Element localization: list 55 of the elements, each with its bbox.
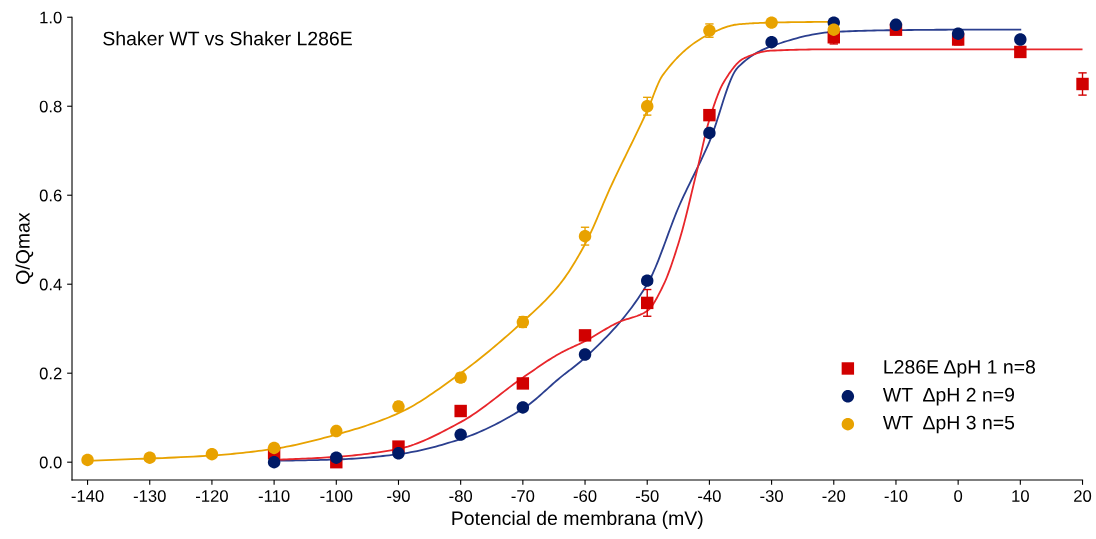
x-tick-label: -50: [635, 490, 659, 502]
x-tick-label: 10: [1012, 490, 1029, 502]
point: [330, 451, 343, 464]
text: Shaker WT vs Shaker L286E: [103, 31, 352, 46]
point: [454, 404, 467, 418]
y-axis-title: Q/Qmax: [15, 212, 34, 284]
point: [392, 447, 405, 460]
legend-label: L286E ΔpH 1 n=8: [884, 360, 1036, 378]
point: [205, 447, 219, 461]
point: [703, 108, 716, 122]
x-tick-label: -90: [387, 490, 410, 502]
x-tick-label: -130: [133, 490, 166, 502]
point: [765, 16, 778, 29]
x-tick-label: -70: [511, 490, 535, 502]
point: [267, 455, 281, 469]
point: [578, 348, 592, 361]
point: [454, 428, 467, 441]
x-tick-label: 0: [954, 490, 963, 502]
x-tick-label: -30: [760, 490, 783, 502]
point: [641, 274, 654, 287]
legend-label: WT ΔpH 3 n=5: [882, 415, 1015, 434]
point: [1076, 77, 1089, 91]
x-tick-label: -120: [195, 490, 228, 502]
point: [1014, 45, 1027, 59]
point: [330, 424, 343, 438]
x-tick-label: 20: [1074, 490, 1092, 502]
point: [641, 296, 654, 310]
y-tick-label: 0.8: [39, 100, 62, 113]
x-tick-label: -110: [258, 490, 290, 502]
legend-label: WT ΔpH 2 n=9: [882, 387, 1014, 406]
y-tick-label: 0.6: [39, 189, 62, 202]
point: [765, 35, 778, 49]
point: [516, 377, 530, 390]
y-tick-label: 0.2: [39, 367, 62, 380]
point: [578, 329, 592, 342]
point: [1014, 33, 1027, 46]
x-tick-label: -40: [698, 490, 721, 502]
point: [143, 451, 156, 464]
point: [267, 441, 281, 455]
y-tick-label: 0.0: [39, 456, 62, 469]
x-tick-label: -100: [320, 490, 353, 502]
x-tick-label: -10: [884, 490, 908, 502]
x-tick-label: -20: [822, 490, 846, 502]
point: [81, 453, 94, 467]
y-tick-label: 1.0: [40, 11, 62, 24]
x-tick-label: -140: [71, 490, 104, 502]
point: [951, 27, 965, 40]
x-tick-label: -60: [573, 490, 597, 502]
point: [827, 23, 840, 36]
point: [641, 100, 654, 113]
y-tick-label: 0.4: [39, 278, 62, 291]
point: [889, 18, 903, 32]
x-tick-label: -80: [449, 490, 473, 502]
point: [516, 401, 530, 414]
x-axis-title: Potencial de membrana (mV): [452, 510, 703, 529]
